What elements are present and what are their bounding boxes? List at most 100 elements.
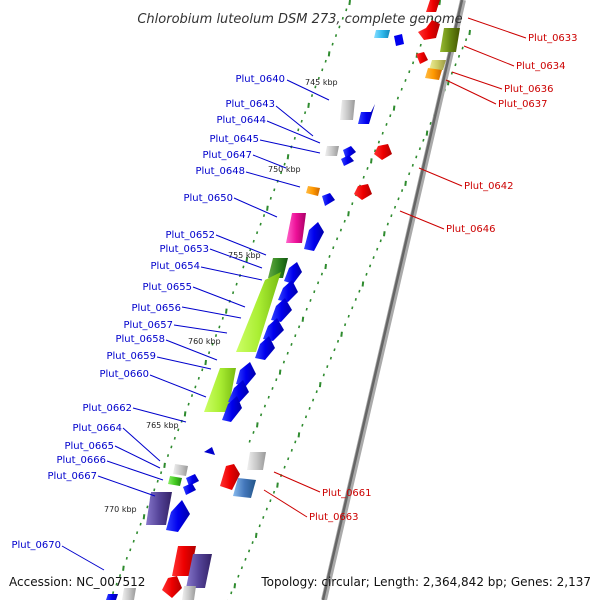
gene-feature[interactable] bbox=[325, 146, 339, 156]
gene-label-plut-0652[interactable]: Plut_0652 bbox=[165, 230, 215, 241]
gene-label-plut-0659[interactable]: Plut_0659 bbox=[106, 351, 156, 362]
minor-tick bbox=[454, 63, 457, 67]
gene-label-plut-0650[interactable]: Plut_0650 bbox=[183, 193, 233, 204]
minor-tick bbox=[422, 138, 425, 142]
gene-arrow[interactable] bbox=[220, 464, 240, 490]
gene-arrow[interactable] bbox=[255, 336, 275, 360]
gene-label-plut-0662[interactable]: Plut_0662 bbox=[82, 403, 132, 414]
gene-arrow[interactable] bbox=[374, 144, 392, 160]
gene-feature[interactable] bbox=[182, 586, 196, 600]
gene-feature[interactable] bbox=[425, 68, 442, 80]
gene-feature[interactable] bbox=[168, 476, 182, 486]
minor-tick bbox=[293, 136, 296, 140]
gene-feature[interactable] bbox=[172, 546, 196, 576]
gene-feature[interactable] bbox=[204, 368, 236, 412]
gene-label-plut-0633[interactable]: Plut_0633 bbox=[528, 33, 578, 44]
gene-label-plut-0636[interactable]: Plut_0636 bbox=[504, 84, 554, 95]
gene-arrow[interactable] bbox=[162, 576, 182, 598]
gene-arrow[interactable] bbox=[394, 34, 404, 46]
gene-label-plut-0666[interactable]: Plut_0666 bbox=[56, 455, 106, 466]
gene-label-plut-0634[interactable]: Plut_0634 bbox=[516, 61, 566, 72]
gene-arrow[interactable] bbox=[304, 222, 324, 251]
gene-arrow[interactable] bbox=[418, 20, 440, 40]
gene-feature[interactable] bbox=[236, 272, 281, 352]
gene-arrow[interactable] bbox=[284, 262, 302, 284]
minor-tick bbox=[321, 68, 324, 72]
minor-tick bbox=[194, 385, 197, 389]
minor-tick bbox=[269, 499, 272, 503]
gene-label-plut-0656[interactable]: Plut_0656 bbox=[131, 303, 181, 314]
gene-feature[interactable] bbox=[374, 30, 390, 38]
gene-feature[interactable] bbox=[146, 492, 172, 525]
gene-label-plut-0653[interactable]: Plut_0653 bbox=[159, 244, 209, 255]
gene-label-plut-0667[interactable]: Plut_0667 bbox=[47, 471, 97, 482]
gene-label-plut-0665[interactable]: Plut_0665 bbox=[64, 441, 114, 452]
gene-arrow[interactable] bbox=[166, 500, 190, 532]
gene-label-plut-0655[interactable]: Plut_0655 bbox=[142, 282, 192, 293]
gene-arrow[interactable] bbox=[343, 146, 356, 159]
minor-tick bbox=[258, 524, 261, 528]
gene-arrow[interactable] bbox=[358, 104, 375, 124]
minor-tick bbox=[218, 325, 221, 329]
minor-tick bbox=[322, 373, 325, 377]
gene-label-plut-0647[interactable]: Plut_0647 bbox=[202, 150, 252, 161]
gene-arrow[interactable] bbox=[183, 483, 196, 495]
gene-label-plut-0661[interactable]: Plut_0661 bbox=[322, 488, 372, 499]
minor-tick bbox=[313, 290, 316, 294]
gene-label-plut-0646[interactable]: Plut_0646 bbox=[446, 224, 496, 235]
gene-arrow[interactable] bbox=[236, 362, 256, 386]
gene-label-plut-0640[interactable]: Plut_0640 bbox=[235, 74, 285, 85]
gene-arrow[interactable] bbox=[228, 380, 249, 404]
gene-label-plut-0637[interactable]: Plut_0637 bbox=[498, 99, 548, 110]
gene-arrow[interactable] bbox=[354, 184, 372, 200]
gene-feature[interactable] bbox=[268, 258, 288, 278]
minor-tick bbox=[262, 214, 266, 217]
gene-label-plut-0664[interactable]: Plut_0664 bbox=[72, 423, 122, 434]
scale-label: 750 kbp bbox=[268, 165, 301, 174]
gene-feature[interactable] bbox=[286, 213, 306, 243]
gene-label-plut-0645[interactable]: Plut_0645 bbox=[209, 134, 259, 145]
minor-tick bbox=[214, 334, 218, 337]
gene-label-plut-0648[interactable]: Plut_0648 bbox=[195, 166, 245, 177]
gene-feature[interactable] bbox=[306, 186, 320, 196]
gene-feature[interactable] bbox=[429, 60, 446, 70]
gene-label-plut-0670[interactable]: Plut_0670 bbox=[11, 540, 61, 551]
gene-arrow[interactable] bbox=[416, 52, 428, 64]
gene-feature[interactable] bbox=[233, 478, 256, 498]
gene-arrow[interactable] bbox=[322, 193, 335, 206]
major-tick bbox=[392, 105, 396, 111]
gene-feature[interactable] bbox=[426, 0, 440, 12]
gene-label-plut-0657[interactable]: Plut_0657 bbox=[123, 320, 173, 331]
gene-feature[interactable] bbox=[340, 100, 355, 120]
gene-feature[interactable] bbox=[106, 594, 118, 600]
gene-label-plut-0644[interactable]: Plut_0644 bbox=[216, 115, 266, 126]
major-tick bbox=[301, 316, 305, 322]
gene-feature[interactable] bbox=[186, 554, 212, 588]
gene-label-plut-0658[interactable]: Plut_0658 bbox=[115, 334, 165, 345]
minor-tick bbox=[248, 549, 251, 553]
major-tick bbox=[254, 532, 258, 539]
gene-arrow[interactable] bbox=[271, 298, 292, 322]
gene-label-plut-0642[interactable]: Plut_0642 bbox=[464, 181, 514, 192]
gene-arrow[interactable] bbox=[204, 447, 215, 455]
gene-feature[interactable] bbox=[173, 464, 188, 476]
gene-arrow[interactable] bbox=[278, 280, 298, 302]
minor-tick bbox=[170, 445, 173, 449]
major-tick bbox=[404, 180, 407, 187]
gene-label-plut-0663[interactable]: Plut_0663 bbox=[309, 512, 359, 523]
gene-feature[interactable] bbox=[122, 588, 136, 600]
gene-label-plut-0660[interactable]: Plut_0660 bbox=[99, 369, 149, 380]
minor-tick bbox=[160, 471, 163, 475]
gene-arrow[interactable] bbox=[263, 318, 284, 341]
gene-arrow[interactable] bbox=[222, 396, 242, 422]
gene-feature[interactable] bbox=[440, 28, 460, 52]
minor-tick bbox=[310, 94, 314, 97]
gene-arrow[interactable] bbox=[341, 155, 354, 166]
minor-tick bbox=[329, 356, 332, 360]
gene-arrow[interactable] bbox=[186, 474, 199, 486]
gene-label-plut-0654[interactable]: Plut_0654 bbox=[150, 261, 200, 272]
gene-label-plut-0643[interactable]: Plut_0643 bbox=[225, 99, 275, 110]
major-tick bbox=[370, 158, 373, 164]
major-tick bbox=[163, 462, 166, 469]
gene-feature[interactable] bbox=[247, 452, 266, 470]
